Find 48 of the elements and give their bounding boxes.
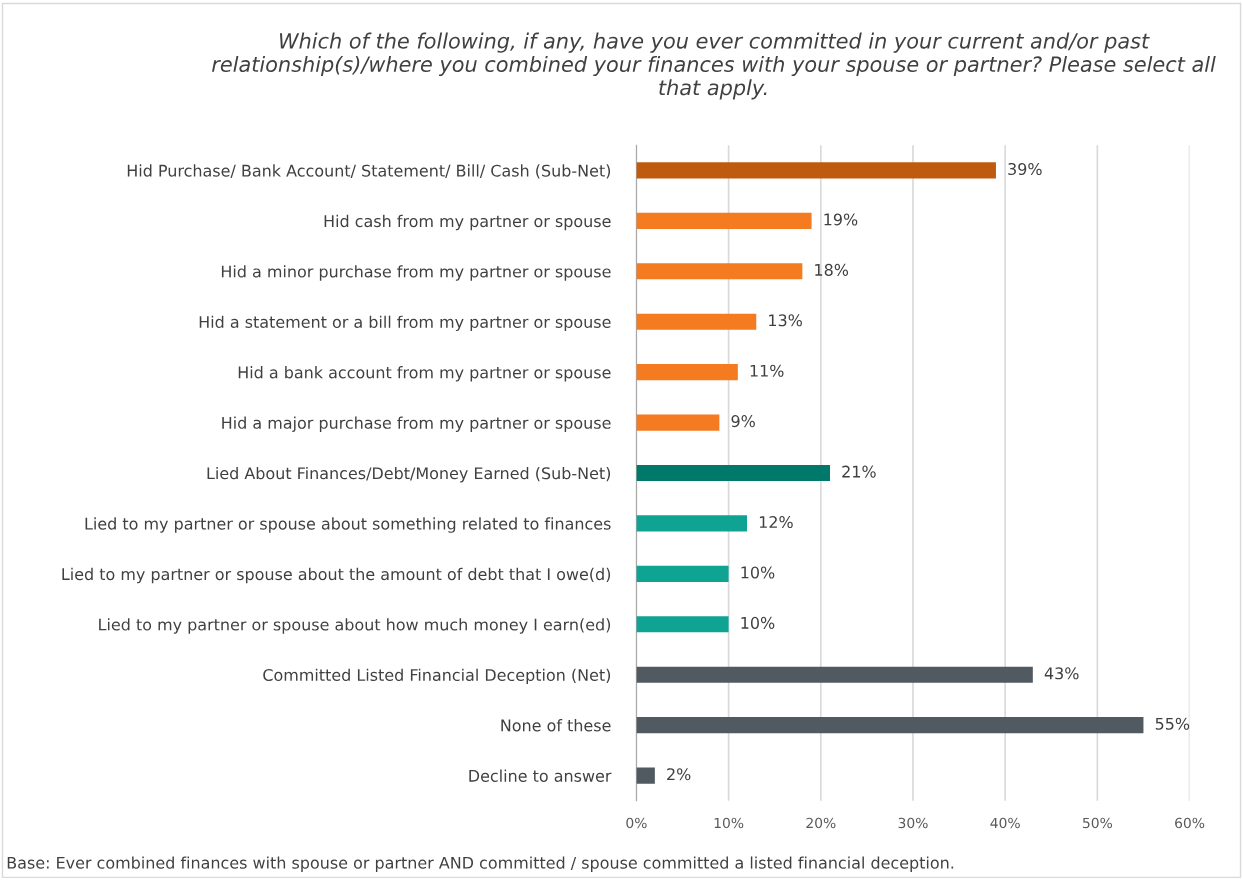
data-label: 43% <box>1044 667 1079 680</box>
bar <box>636 616 729 633</box>
y-tick-label: Hid a major purchase from my partner or spouse <box>222 416 611 432</box>
y-tick-label: Lied About Finances/Debt/Money Earned (Sub-Net) <box>207 466 611 483</box>
bar <box>636 263 803 280</box>
data-label: 10% <box>741 616 775 629</box>
data-label: 11% <box>750 364 784 377</box>
data-label: 12% <box>759 515 793 529</box>
y-tick-label: Hid a statement or a bill from my partner or spouse <box>199 315 611 332</box>
bar <box>636 464 831 482</box>
y-tick-label: Hid a bank account from my partner or spouse <box>238 366 611 382</box>
data-label: 21% <box>842 465 876 478</box>
text: Base: Ever combined finances with spouse or partner AND committed / spouse committed a listed financial deception. <box>7 856 954 872</box>
y-tick-label: Hid a minor purchase from my partner or spouse <box>221 265 611 281</box>
bar <box>636 515 748 532</box>
data-label: 10% <box>741 566 775 579</box>
bar <box>636 565 729 582</box>
y-tick-label: Committed Listed Financial Deception (Net) <box>263 668 611 685</box>
bar <box>636 717 1144 734</box>
data-label: 18% <box>815 263 849 276</box>
x-tick-label: 20% <box>806 817 836 829</box>
data-label: 19% <box>824 213 858 226</box>
bar <box>636 666 1033 683</box>
bar <box>636 364 738 381</box>
x-tick-label: 60% <box>1175 817 1205 829</box>
bar <box>636 767 655 784</box>
y-tick-label: Decline to answer <box>469 769 612 782</box>
bar <box>636 313 757 330</box>
x-tick-label: 40% <box>990 817 1020 829</box>
x-tick-label: 50% <box>1083 817 1113 829</box>
y-tick-label: Lied to my partner or spouse about how much money I earn(ed) <box>99 618 611 634</box>
data-label: 2% <box>667 768 691 781</box>
x-tick-label: 10% <box>714 817 744 829</box>
data-label: 9% <box>731 415 755 428</box>
data-label: 39% <box>1008 162 1042 176</box>
x-tick-label: 0% <box>626 817 647 829</box>
data-label: 55% <box>1155 717 1190 730</box>
y-tick-label: None of these <box>501 719 611 732</box>
bar <box>636 414 720 431</box>
bar <box>636 162 996 179</box>
y-tick-label: Lied to my partner or spouse about something related to finances <box>85 517 611 533</box>
chart-title: Which of the following, if any, have you ever committed in your current and/or past relationship(s)/where you combined your finances with your spouse or partner? Please select all that apply. <box>212 32 1216 100</box>
bar <box>636 212 812 229</box>
y-tick-label: Hid Purchase/ Bank Account/ Statement/ Bill/ Cash (Sub-Net) <box>127 164 611 179</box>
y-tick-label: Lied to my partner or spouse about the amount of debt that I owe(d) <box>62 567 611 584</box>
data-label: 13% <box>769 314 802 327</box>
y-tick-label: Hid cash from my partner or spouse <box>324 214 611 231</box>
x-tick-label: 30% <box>898 817 928 829</box>
